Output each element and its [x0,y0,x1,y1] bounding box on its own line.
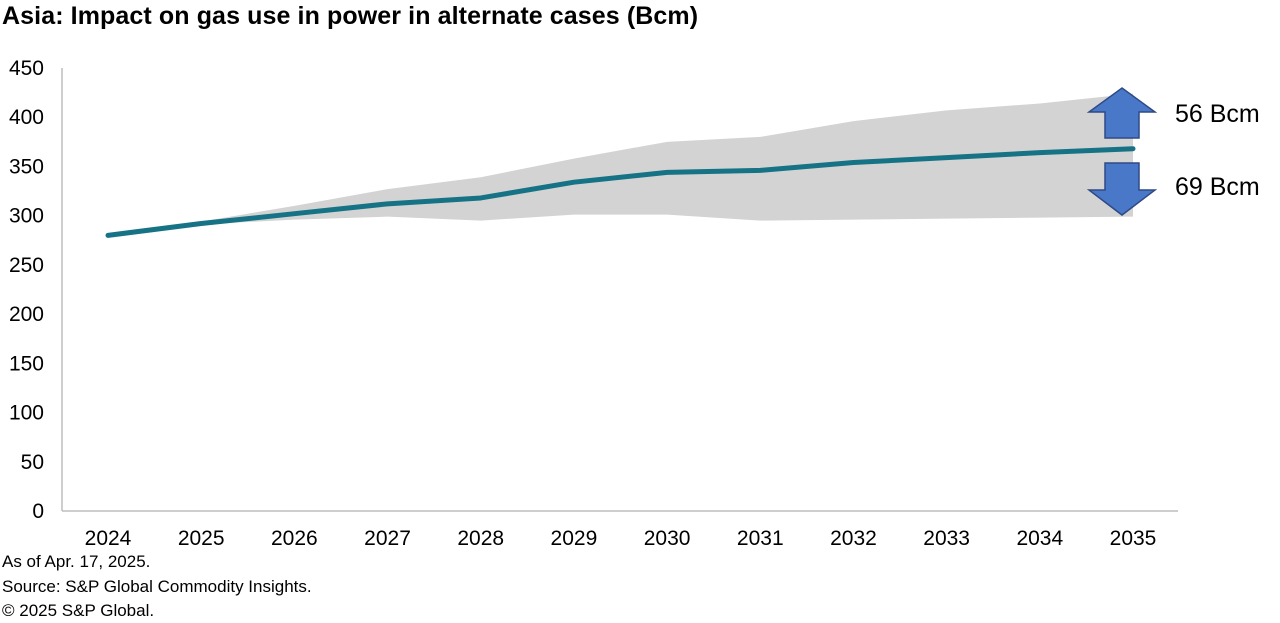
footer-copyright: © 2025 S&P Global. [2,601,155,620]
x-tick-label: 2025 [178,527,225,550]
y-tick-label: 0 [32,500,44,523]
chart-title: Asia: Impact on gas use in power in alte… [2,2,699,30]
y-tick-label: 50 [21,451,44,474]
low-case-delta-label: 69 Bcm [1175,173,1260,201]
y-tick-label: 200 [9,303,44,326]
down-arrow-icon [1086,162,1158,216]
footer-date: As of Apr. 17, 2025. [2,552,151,571]
x-tick-label: 2035 [1110,527,1157,550]
x-tick-label: 2024 [85,527,132,550]
x-tick-label: 2032 [830,527,877,550]
base-case-line [105,146,1136,238]
axis-layer: 0 50 100 150 200 250 300 350 400 450 2024 2025 2026 2… [9,57,1178,550]
line-layer [105,146,1136,238]
x-tick-label: 2030 [644,527,691,550]
x-tick-label: 2027 [364,527,411,550]
range-layer [108,93,1133,236]
x-tick-label: 2026 [271,527,318,550]
y-tick-label: 250 [9,254,44,277]
y-tick-label: 450 [9,57,44,80]
x-tick-label: 2029 [551,527,598,550]
x-tick-label: 2028 [457,527,504,550]
chart: 0 50 100 150 200 250 300 350 400 450 2024 2025 2026 2… [9,57,1260,550]
y-tick-label: 150 [9,352,44,375]
high-case-delta-label: 56 Bcm [1175,100,1260,128]
annotation-layer: 56 Bcm 69 Bcm [1086,87,1260,216]
range-band [108,93,1133,236]
y-tick-label: 300 [9,205,44,228]
up-arrow-icon [1086,87,1158,139]
y-tick-label: 400 [9,106,44,129]
y-tick-label: 100 [9,402,44,425]
footer-source: Source: S&P Global Commodity Insights. [2,577,312,596]
y-tick-label: 350 [9,155,44,178]
x-tick-label: 2031 [737,527,784,550]
x-tick-label: 2033 [923,527,970,550]
x-tick-label: 2034 [1016,527,1063,550]
